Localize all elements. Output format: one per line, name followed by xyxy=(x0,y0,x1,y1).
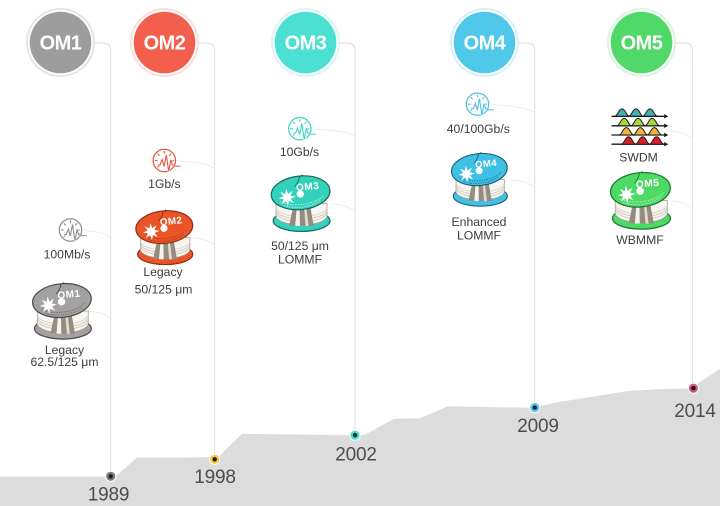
svg-text:2002: 2002 xyxy=(335,445,376,466)
svg-text:OM5: OM5 xyxy=(621,33,663,55)
svg-text:OM1: OM1 xyxy=(40,33,82,55)
svg-text:Legacy: Legacy xyxy=(45,343,85,357)
svg-text:50/125 μm: 50/125 μm xyxy=(271,239,329,253)
svg-text:Enhanced: Enhanced xyxy=(452,215,507,229)
svg-text:62.5/125 μm: 62.5/125 μm xyxy=(30,355,98,369)
svg-text:1998: 1998 xyxy=(194,467,235,488)
svg-text:10Gb/s: 10Gb/s xyxy=(280,145,319,159)
svg-text:WBMMF: WBMMF xyxy=(616,233,663,247)
svg-text:40/100Gb/s: 40/100Gb/s xyxy=(447,122,510,136)
svg-text:LOMMF: LOMMF xyxy=(457,229,501,243)
svg-text:1Gb/s: 1Gb/s xyxy=(148,177,181,191)
svg-text:2009: 2009 xyxy=(517,416,558,437)
svg-text:SWDM: SWDM xyxy=(619,151,658,165)
svg-text:OM3: OM3 xyxy=(285,33,327,55)
svg-text:LOMMF: LOMMF xyxy=(278,252,322,266)
svg-text:1989: 1989 xyxy=(88,485,129,506)
svg-text:OM4: OM4 xyxy=(464,33,507,55)
svg-text:Legacy: Legacy xyxy=(143,265,183,279)
svg-text:OM2: OM2 xyxy=(144,33,186,55)
svg-text:50/125 μm: 50/125 μm xyxy=(135,282,193,296)
svg-text:2014: 2014 xyxy=(674,401,716,422)
svg-text:100Mb/s: 100Mb/s xyxy=(44,247,91,261)
